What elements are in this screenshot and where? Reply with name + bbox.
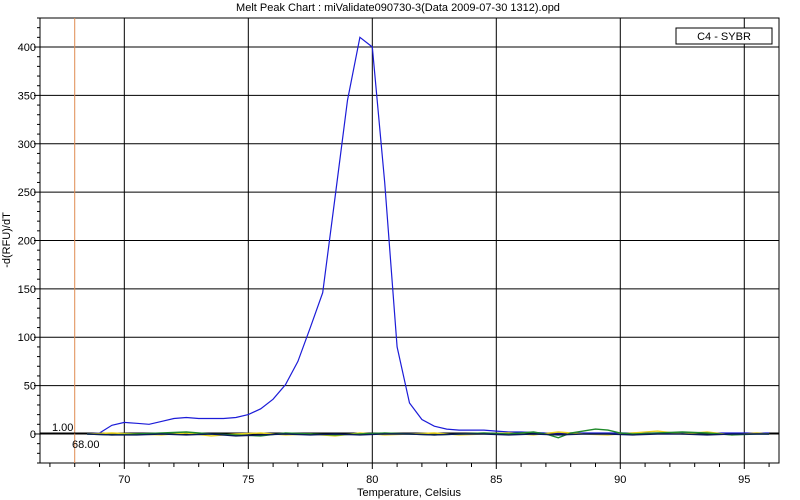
y-tick-label-300: 300 xyxy=(18,139,36,151)
y-tick-label-350: 350 xyxy=(18,90,36,102)
y-tick-label-0: 0 xyxy=(30,429,36,441)
y-tick-label-200: 200 xyxy=(18,236,36,248)
y-tick-label-100: 100 xyxy=(18,332,36,344)
series-lines xyxy=(87,36,770,439)
x-axis-title: Temperature, Celsius xyxy=(357,487,461,499)
chart-title: Melt Peak Chart : miValidate090730-3(Dat… xyxy=(236,2,560,14)
y-tick-label-150: 150 xyxy=(18,284,36,296)
series-line-0 xyxy=(87,36,770,435)
y-tick-label-50: 50 xyxy=(24,381,36,393)
x-tick-label-90: 90 xyxy=(614,474,626,486)
x-tick-label-80: 80 xyxy=(366,474,378,486)
threshold-label: 1.00 xyxy=(52,422,73,434)
y-tick-label-400: 400 xyxy=(18,42,36,54)
x-tick-label-70: 70 xyxy=(118,474,130,486)
axis-ticks xyxy=(34,17,770,469)
series-line-3 xyxy=(87,433,770,437)
legend-frame xyxy=(675,27,773,45)
legend-entry-c4-sybr: C4 - SYBR xyxy=(697,31,751,43)
x-tick-label-85: 85 xyxy=(490,474,502,486)
begin-marker-label: 68.00 xyxy=(72,439,100,451)
legend-box: C4 - SYBR xyxy=(675,27,773,45)
x-tick-label-75: 75 xyxy=(242,474,254,486)
tick-labels: 70 75 80 85 90 95 0 50 100 150 200 250 300 350 400 xyxy=(18,42,751,486)
y-axis-title: -d(RFU)/dT xyxy=(1,212,13,268)
y-tick-label-250: 250 xyxy=(18,187,36,199)
x-tick-label-95: 95 xyxy=(738,474,750,486)
